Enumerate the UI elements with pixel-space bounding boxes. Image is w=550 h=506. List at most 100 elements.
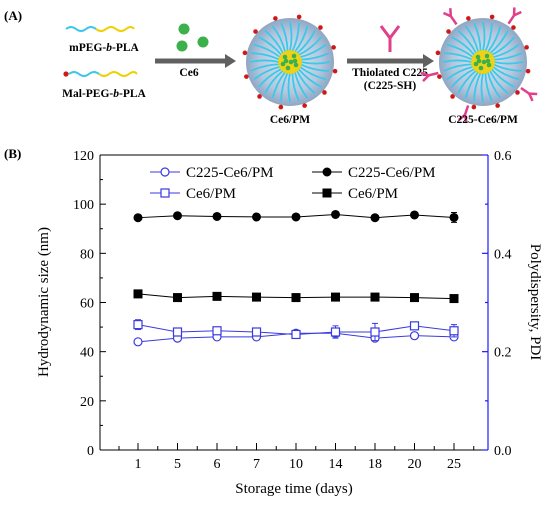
peg-chain xyxy=(299,66,327,81)
legend-item: Ce6/PM xyxy=(150,186,236,202)
panel-a-label: (A) xyxy=(4,8,22,23)
ce6-dot xyxy=(478,65,484,71)
data-point xyxy=(331,209,340,219)
arrow-1-label: Ce6 xyxy=(179,67,198,79)
peg-chain xyxy=(264,30,284,54)
ce6-dot xyxy=(292,58,298,64)
data-point xyxy=(172,327,183,337)
peg-chain xyxy=(298,36,322,56)
arrow-2 xyxy=(347,54,434,68)
peg-chain xyxy=(264,69,284,94)
panel-a: (A) mPEG-b-PLA Mal-PEG-b-PLA Ce6 Ce6/PM xyxy=(4,7,538,126)
peg-chain xyxy=(300,61,331,65)
ce6-dot xyxy=(481,59,487,65)
legend-label: C225-Ce6/PM xyxy=(186,165,274,181)
micelle-ce6-pm-label: Ce6/PM xyxy=(270,114,310,126)
data-point xyxy=(410,293,419,303)
data-point xyxy=(409,331,420,341)
data-point xyxy=(133,320,143,330)
data-point xyxy=(370,213,380,223)
legend: C225-Ce6/PM Ce6/PM C225-Ce6/PM Ce6/PM xyxy=(150,165,436,202)
peg-chain xyxy=(492,66,520,81)
series-1 xyxy=(133,319,459,342)
maleimide-dot xyxy=(437,74,442,79)
x-ticks: 1 5 6 7 10 14 18 20 25 xyxy=(118,443,475,472)
peg-chain xyxy=(491,36,515,56)
maleimide-dot xyxy=(244,74,249,79)
data-point xyxy=(370,292,380,302)
data-point xyxy=(133,337,143,347)
peg-chain xyxy=(493,61,524,65)
peg-chain xyxy=(486,71,502,99)
ce6-dot xyxy=(288,59,294,65)
antibody-icon xyxy=(379,25,401,52)
ce6-dot xyxy=(280,61,286,67)
peg-chain xyxy=(271,71,286,99)
panel-b-label: (B) xyxy=(4,146,21,161)
x-tick-label: 1 xyxy=(135,457,142,472)
plot-frame xyxy=(99,154,489,451)
x-tick-label: 10 xyxy=(289,457,303,472)
maleimide-dot xyxy=(524,45,529,50)
peg-chain xyxy=(493,52,523,61)
ce6-dot xyxy=(485,58,491,64)
right-y-ticks: 0.0 0.2 0.4 0.6 xyxy=(482,149,512,459)
peg-chain xyxy=(294,25,309,53)
peg-chain xyxy=(293,71,309,99)
x-tick-label: 6 xyxy=(214,457,221,472)
maleimide-dot xyxy=(515,90,520,95)
data-point xyxy=(449,326,459,336)
data-point xyxy=(251,327,262,337)
maleimide-dot xyxy=(322,90,327,95)
peg-chain xyxy=(489,70,509,94)
peg-chain xyxy=(296,70,316,94)
legend-item: C225-Ce6/PM xyxy=(312,165,436,181)
micelle-c225-ce6-pm-label: C225-Ce6/PM xyxy=(448,114,518,126)
peg-chain xyxy=(250,52,280,61)
data-point xyxy=(173,293,182,303)
ce6-molecules-icon xyxy=(176,23,209,52)
peg-chain xyxy=(291,22,300,52)
peg-chain xyxy=(464,71,479,99)
peg-chain xyxy=(473,72,482,102)
data-point xyxy=(449,294,459,304)
maleimide-dot xyxy=(495,103,500,108)
peg-chain xyxy=(258,68,282,88)
series-layer xyxy=(133,209,459,347)
ce6-dot xyxy=(475,54,481,60)
series-2 xyxy=(133,209,459,223)
data-point xyxy=(410,210,419,220)
micelle-ce6-pm-icon xyxy=(242,14,338,110)
data-point xyxy=(291,329,301,340)
peg-chain xyxy=(280,72,289,102)
maleimide-dot xyxy=(525,68,531,74)
peg-chain xyxy=(464,25,480,53)
peg-chain xyxy=(457,30,477,54)
maleimide-dot xyxy=(450,94,455,99)
maleimide-dot xyxy=(253,29,258,34)
peg-chain xyxy=(493,63,523,72)
y-tick-label: 40 xyxy=(80,346,94,361)
y2-tick-label: 0.6 xyxy=(494,149,512,164)
ce6-dot xyxy=(476,58,482,64)
data-point xyxy=(449,212,459,222)
ce6-dot xyxy=(291,53,297,59)
data-point xyxy=(291,293,301,303)
arrow-1 xyxy=(155,54,236,68)
maleimide-dot xyxy=(302,103,307,108)
x-tick-label: 5 xyxy=(174,457,181,472)
peg-chain xyxy=(457,69,477,94)
maleimide-dot xyxy=(242,50,248,56)
maleimide-dot xyxy=(446,29,451,34)
polymer-mpeg-pla-label: mPEG-b-PLA xyxy=(69,42,139,54)
y-tick-label: 0 xyxy=(87,444,94,459)
peg-chain xyxy=(482,21,486,52)
ce6-dot xyxy=(283,58,289,64)
data-point xyxy=(370,327,380,337)
peg-chain xyxy=(443,52,473,61)
peg-chain xyxy=(446,43,474,58)
polymer-mpeg-pla-icon xyxy=(65,26,135,32)
data-point xyxy=(330,327,341,337)
antibody-icon xyxy=(420,71,439,82)
